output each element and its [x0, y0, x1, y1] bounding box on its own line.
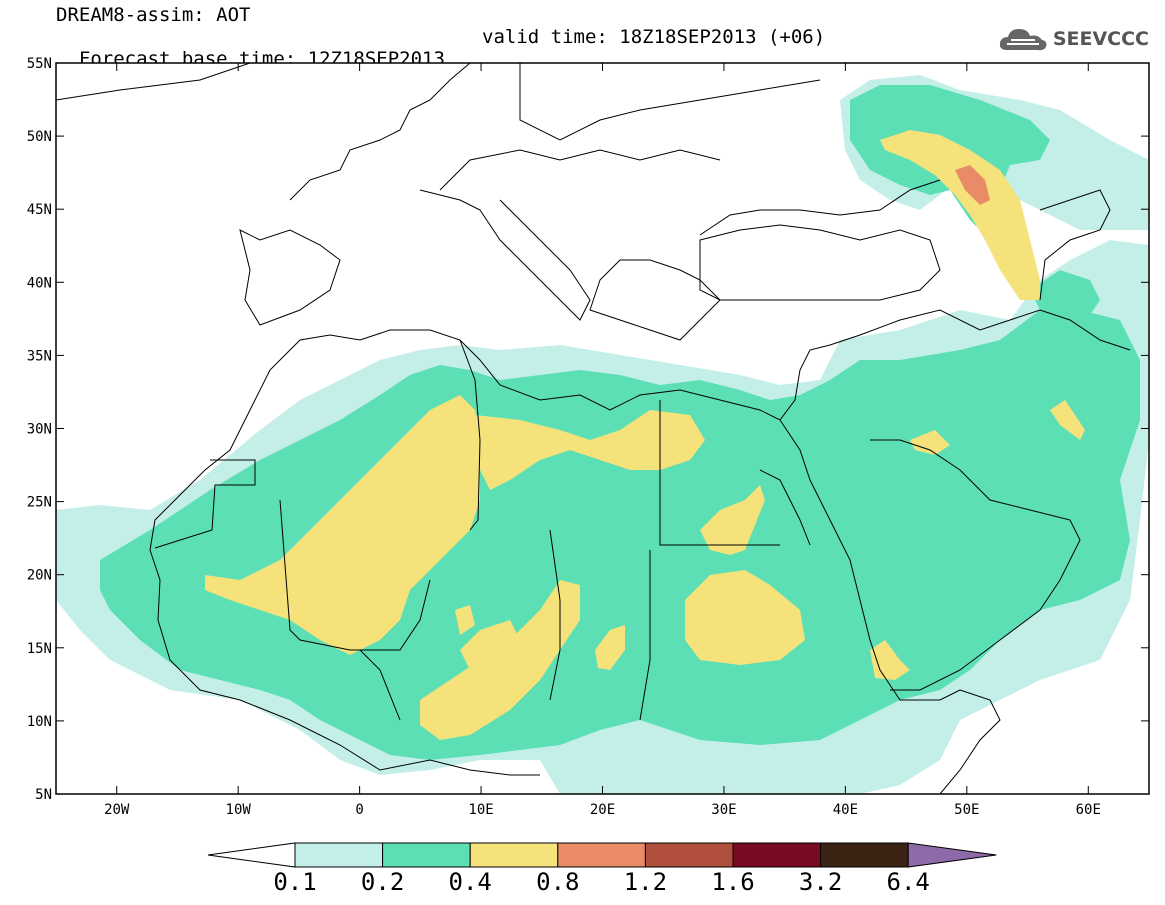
lat-tick-label: 15N [27, 641, 52, 657]
colorbar-level-label: 0.2 [360, 868, 405, 896]
lon-tick-label: 10E [468, 802, 493, 818]
lon-tick-label: 0 [355, 802, 363, 818]
colorbar-level-label: 3.2 [798, 868, 843, 896]
logo-text: SEEVCCC [1052, 28, 1149, 50]
lat-tick-label: 55N [27, 56, 52, 72]
lon-tick-label: 60E [1076, 802, 1101, 818]
colorbar-segment [294, 842, 384, 868]
colorbar-labels: 0.1 0.2 0.4 0.8 1.2 1.6 3.2 6.4 [0, 868, 1165, 898]
coastlines-borders [56, 63, 1131, 794]
colorbar-level-label: 6.4 [886, 868, 930, 896]
lat-tick-label: 5N [35, 787, 52, 803]
map-title: DREAM8-assim: AOT [56, 4, 251, 26]
lon-tick-label: 50E [954, 802, 979, 818]
lon-tick-label: 40E [833, 802, 858, 818]
aot-level-0.4 [205, 130, 1085, 740]
colorbar-level-label: 0.4 [448, 868, 492, 896]
colorbar-level-label: 1.2 [623, 868, 668, 896]
colorbar-under-triangle [207, 842, 296, 868]
aot-level-0.8 [955, 165, 990, 205]
lat-tick-label: 45N [27, 202, 52, 218]
lon-tick-label: 20W [104, 802, 130, 818]
lon-tick-label: 10W [226, 802, 252, 818]
colorbar-over-triangle [907, 842, 997, 868]
colorbar-segment [469, 842, 559, 868]
lat-tick-label: 30N [27, 422, 52, 438]
seevccc-logo: SEEVCCC [997, 24, 1149, 54]
valid-time: valid time: 18Z18SEP2013 (+06) [482, 26, 826, 48]
colorbar-level-label: 0.1 [273, 868, 317, 896]
lon-tick-label: 30E [711, 802, 736, 818]
colorbar-segment [820, 842, 909, 868]
colorbar-level-label: 0.8 [536, 868, 580, 896]
aot-contours [56, 75, 1149, 794]
lat-tick-label: 35N [27, 348, 52, 364]
colorbar-segment [644, 842, 734, 868]
lat-tick-label: 25N [27, 495, 52, 511]
colorbar-level-label: 1.6 [711, 868, 755, 896]
colorbar-segment [382, 842, 471, 868]
latitude-axis: 5N 10N 15N 20N 25N 30N 35N 40N 45N 50N 55N [27, 56, 1149, 803]
lon-tick-label: 20E [590, 802, 615, 818]
cloud-icon [999, 29, 1047, 51]
colorbar-segment [732, 842, 822, 868]
lat-tick-label: 10N [27, 714, 52, 730]
lat-tick-label: 50N [27, 129, 52, 145]
lat-tick-label: 20N [27, 568, 52, 584]
colorbar [207, 842, 997, 868]
colorbar-segment [557, 842, 646, 868]
longitude-axis: 20W 10W 0 10E 20E 30E 40E 50E 60E [104, 63, 1101, 818]
lat-tick-label: 40N [27, 275, 52, 291]
